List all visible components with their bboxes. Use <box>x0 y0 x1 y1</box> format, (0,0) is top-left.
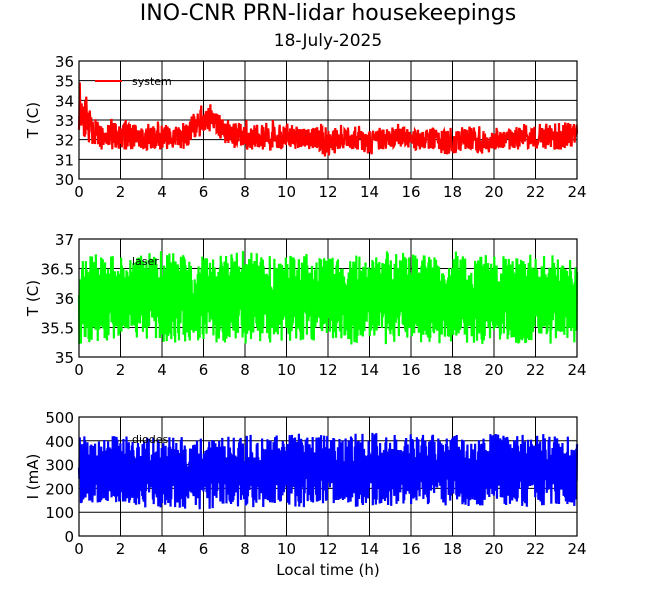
x-tick-label: 0 <box>74 361 84 379</box>
y-tick-label: 36 <box>55 290 74 308</box>
legend-label: system <box>132 75 172 88</box>
x-tick-label: 12 <box>318 183 337 201</box>
x-tick-label: 8 <box>240 183 250 201</box>
x-tick-label: 20 <box>484 361 503 379</box>
x-tick-label: 14 <box>360 540 379 558</box>
x-tick-label: 6 <box>199 183 209 201</box>
x-tick-label: 6 <box>199 361 209 379</box>
y-axis-label: T (C) <box>24 280 42 317</box>
legend-diodes: diodes <box>132 433 169 446</box>
x-tick-label: 10 <box>277 540 296 558</box>
y-axis-label: I (mA) <box>24 454 42 500</box>
series-line-system <box>77 82 579 157</box>
legend-label: diodes <box>132 433 169 446</box>
x-tick-label: 4 <box>157 361 167 379</box>
y-tick-label: 500 <box>45 409 74 427</box>
series-line-laser <box>77 251 579 345</box>
y-tick-label: 200 <box>45 480 74 498</box>
y-tick-label: 300 <box>45 457 74 475</box>
x-tick-label: 16 <box>401 183 420 201</box>
x-tick-label: 22 <box>526 183 545 201</box>
x-tick-label: 24 <box>567 361 586 379</box>
x-tick-label: 2 <box>116 540 126 558</box>
y-tick-label: 36.5 <box>41 261 74 279</box>
x-tick-label: 2 <box>116 183 126 201</box>
x-tick-label: 24 <box>567 540 586 558</box>
legend-label: laser <box>132 255 159 268</box>
y-tick-label: 35 <box>55 73 74 91</box>
y-tick-label: 35.5 <box>41 320 74 338</box>
x-tick-label: 4 <box>157 540 167 558</box>
y-axis-label: T (C) <box>24 102 42 139</box>
x-tick-label: 0 <box>74 183 84 201</box>
x-tick-label: 16 <box>401 361 420 379</box>
y-tick-label: 100 <box>45 504 74 522</box>
y-tick-label: 0 <box>64 528 74 546</box>
x-tick-label: 22 <box>526 540 545 558</box>
y-tick-label: 36 <box>55 53 74 71</box>
x-tick-label: 22 <box>526 361 545 379</box>
x-tick-label: 24 <box>567 183 586 201</box>
x-axis-label: Local time (h) <box>276 561 380 579</box>
x-tick-label: 2 <box>116 361 126 379</box>
series-line-diodes <box>77 432 579 510</box>
x-tick-label: 8 <box>240 361 250 379</box>
x-tick-label: 16 <box>401 540 420 558</box>
y-tick-label: 35 <box>55 349 74 367</box>
y-tick-label: 32 <box>55 132 74 150</box>
y-tick-label: 33 <box>55 112 74 130</box>
legend-system: system <box>95 75 172 88</box>
x-tick-label: 12 <box>318 540 337 558</box>
x-tick-label: 14 <box>360 361 379 379</box>
y-tick-label: 30 <box>55 171 74 189</box>
x-tick-label: 6 <box>199 540 209 558</box>
x-tick-label: 10 <box>277 183 296 201</box>
x-tick-label: 18 <box>443 183 462 201</box>
x-tick-label: 18 <box>443 540 462 558</box>
chart-subtitle: 18-July-2025 <box>274 31 382 51</box>
x-tick-label: 14 <box>360 183 379 201</box>
y-tick-label: 37 <box>55 231 74 249</box>
x-tick-label: 18 <box>443 361 462 379</box>
y-tick-label: 34 <box>55 92 74 110</box>
x-tick-label: 12 <box>318 361 337 379</box>
x-tick-label: 20 <box>484 183 503 201</box>
y-tick-label: 31 <box>55 151 74 169</box>
x-tick-label: 8 <box>240 540 250 558</box>
y-tick-label: 400 <box>45 433 74 451</box>
x-tick-label: 20 <box>484 540 503 558</box>
x-tick-label: 0 <box>74 540 84 558</box>
chart-title: INO-CNR PRN-lidar housekeepings <box>140 1 516 26</box>
x-tick-label: 10 <box>277 361 296 379</box>
legend-laser: laser <box>132 255 159 268</box>
x-tick-label: 4 <box>157 183 167 201</box>
